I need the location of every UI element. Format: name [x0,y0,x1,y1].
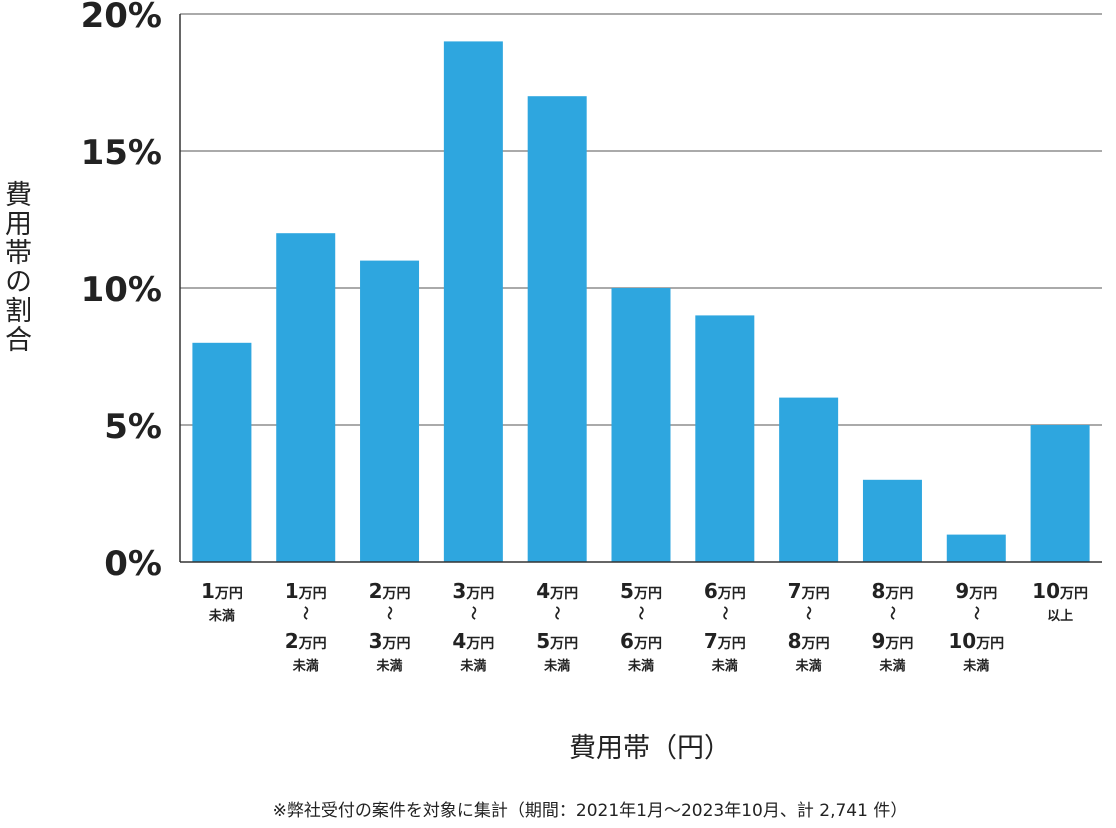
x-tick-amount: 4万円 [536,579,578,603]
x-tick-amount: 9万円 [871,629,913,653]
x-tick-range-mark: ～ [464,606,480,620]
x-tick-amount: 7万円 [788,579,830,603]
x-tick-qualifier: 未満 [795,658,822,674]
bar [443,41,503,562]
bar [276,233,336,562]
x-tick-qualifier: 未満 [962,658,989,674]
y-tick-label: 0% [104,544,162,584]
x-tick-amount: 8万円 [788,629,830,653]
bar [527,96,587,562]
bar [611,288,671,562]
x-tick-labels: 1万円未満1万円～2万円未満2万円～3万円未満3万円～4万円未満4万円～5万円未… [201,579,1088,674]
x-tick-amount: 3万円 [369,629,411,653]
x-tick-range-mark: ～ [800,606,816,620]
x-tick-amount: 2万円 [369,579,411,603]
x-tick-range-mark: ～ [883,606,899,620]
bar [192,342,252,562]
y-tick-label: 5% [104,407,162,447]
x-tick-qualifier: 未満 [292,658,319,674]
x-tick-range-mark: ～ [716,606,732,620]
x-tick-qualifier: 未満 [543,658,570,674]
x-tick-amount: 6万円 [704,579,746,603]
x-tick-range-mark: ～ [967,606,983,620]
x-tick-amount: 8万円 [871,579,913,603]
x-tick-qualifier: 未満 [627,658,654,674]
x-tick-amount: 10万円 [1032,579,1088,603]
x-tick-amount: 3万円 [452,579,494,603]
x-tick-qualifier: 未満 [711,658,738,674]
y-tick-label: 10% [81,270,162,310]
x-tick-amount: 5万円 [620,579,662,603]
y-tick-labels: 0% 5% 10% 15% 20% [81,0,162,584]
x-axis-label: 費用帯（円） [569,733,731,764]
x-tick-amount: 1万円 [201,579,243,603]
y-axis-label: 費用帯の割合 [0,180,31,354]
x-tick-qualifier: 未満 [459,658,486,674]
x-tick-range-mark: ～ [381,606,397,620]
bar [360,260,420,562]
x-tick-amount: 7万円 [704,629,746,653]
bar [779,397,839,562]
y-tick-label: 20% [81,0,162,36]
x-tick-qualifier: 未満 [376,658,403,674]
bars [192,41,1090,562]
x-tick-qualifier: 未満 [878,658,905,674]
x-tick-amount: 5万円 [536,629,578,653]
x-tick-range-mark: ～ [297,606,313,620]
x-tick-amount: 6万円 [620,629,662,653]
x-tick-amount: 2万円 [285,629,327,653]
axes [179,14,1102,563]
x-tick-amount: 1万円 [285,579,327,603]
x-tick-qualifier: 未満 [208,608,235,624]
x-tick-amount: 10万円 [948,629,1004,653]
bar [1030,425,1090,562]
bar [695,315,755,562]
footnote: ※弊社受付の案件を対象に集計（期間：2021年1月～2023年10月、計 2,7… [272,801,908,821]
bar [862,479,922,562]
x-tick-amount: 4万円 [452,629,494,653]
bar [946,534,1006,562]
x-tick-amount: 9万円 [955,579,997,603]
x-tick-range-mark: ～ [548,606,564,620]
x-tick-range-mark: ～ [632,606,648,620]
x-tick-qualifier: 以上 [1047,609,1073,624]
y-tick-label: 15% [81,133,162,173]
